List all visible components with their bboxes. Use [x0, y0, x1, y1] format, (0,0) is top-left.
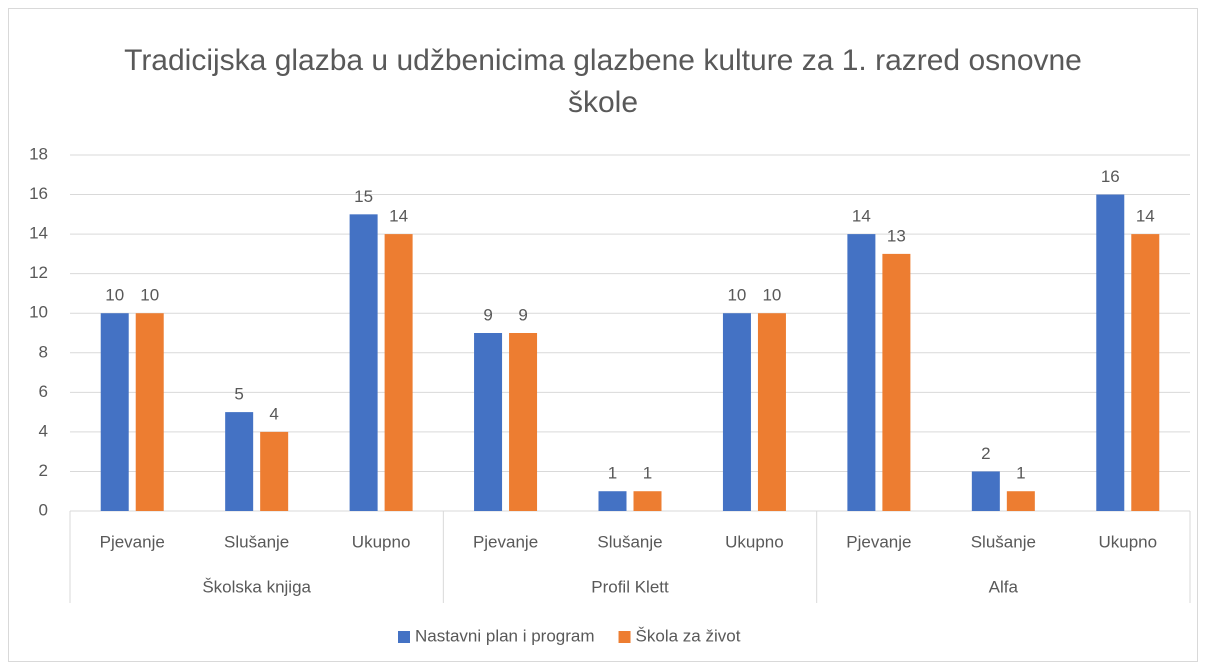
- data-label: 16: [1101, 167, 1120, 186]
- y-tick-label: 8: [39, 342, 48, 361]
- data-label: 1: [608, 464, 617, 483]
- x-tick-label: Ukupno: [725, 532, 784, 551]
- data-label: 9: [518, 305, 527, 324]
- x-tick-label: Ukupno: [352, 532, 411, 551]
- group-label: Školska knjiga: [202, 577, 311, 596]
- data-label: 5: [234, 385, 243, 404]
- data-label: 2: [981, 444, 990, 463]
- y-tick-label: 14: [29, 224, 48, 243]
- x-tick-label: Ukupno: [1098, 532, 1157, 551]
- legend-swatch: [618, 631, 631, 643]
- x-tick-label: Pjevanje: [473, 532, 538, 551]
- bar: [847, 234, 876, 511]
- data-label: 10: [727, 286, 746, 305]
- data-label: 10: [105, 286, 124, 305]
- bar: [1006, 491, 1035, 511]
- data-label: 14: [389, 207, 408, 226]
- y-tick-label: 16: [29, 184, 48, 203]
- bar: [757, 313, 786, 511]
- bar: [474, 333, 503, 511]
- legend-swatch: [398, 631, 410, 643]
- bar: [260, 431, 289, 511]
- x-tick-label: Slušanje: [597, 532, 662, 551]
- x-tick-label: Pjevanje: [100, 532, 165, 551]
- y-tick-label: 6: [39, 382, 48, 401]
- bar: [135, 313, 164, 511]
- x-tick-label: Slušanje: [224, 532, 289, 551]
- chart-border: [8, 8, 1198, 662]
- bar: [1096, 194, 1125, 512]
- y-tick-label: 18: [29, 144, 48, 163]
- bar: [882, 253, 911, 511]
- bar: [598, 491, 627, 511]
- bar: [225, 412, 254, 511]
- bar: [384, 234, 413, 511]
- bar: [971, 471, 1000, 511]
- data-label: 14: [1136, 207, 1155, 226]
- x-tick-label: Slušanje: [971, 532, 1036, 551]
- data-label: 1: [643, 464, 652, 483]
- legend-label: Škola za život: [636, 626, 741, 645]
- bar: [633, 491, 662, 511]
- group-label: Profil Klett: [591, 577, 669, 596]
- data-label: 14: [852, 207, 871, 226]
- data-label: 1: [1016, 464, 1025, 483]
- data-label: 15: [354, 187, 373, 206]
- data-label: 10: [762, 286, 781, 305]
- y-tick-label: 12: [29, 263, 48, 282]
- data-label: 13: [887, 226, 906, 245]
- y-tick-label: 0: [39, 500, 48, 519]
- group-label: Alfa: [989, 577, 1019, 596]
- data-label: 9: [483, 305, 492, 324]
- x-tick-label: Pjevanje: [846, 532, 911, 551]
- data-label: 4: [269, 404, 278, 423]
- bar: [100, 313, 129, 511]
- bar: [349, 214, 378, 512]
- data-label: 10: [140, 286, 159, 305]
- bar: [1131, 234, 1160, 511]
- y-tick-label: 2: [39, 461, 48, 480]
- bar: [722, 313, 751, 511]
- y-tick-label: 10: [29, 303, 48, 322]
- legend-label: Nastavni plan i program: [415, 626, 595, 645]
- y-tick-label: 4: [39, 421, 48, 440]
- bar: [509, 333, 538, 511]
- chart-title: Tradicijska glazba u udžbenicima glazben…: [124, 44, 1082, 119]
